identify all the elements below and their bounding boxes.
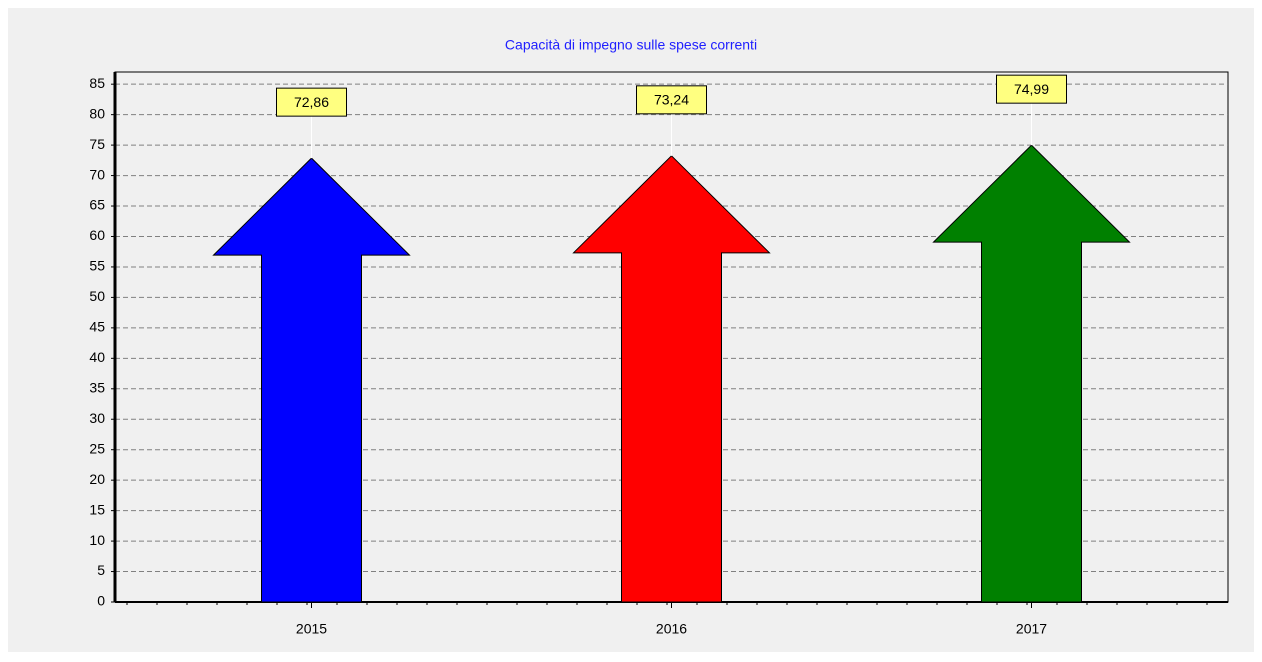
y-tick-label: 65	[89, 197, 105, 213]
y-tick-label: 40	[89, 349, 105, 365]
x-tick-label: 2016	[656, 621, 687, 637]
y-tick-label: 5	[97, 562, 105, 578]
data-label: 74,99	[1014, 81, 1049, 97]
data-label: 73,24	[654, 92, 689, 108]
label-box	[636, 85, 707, 115]
x-tick-label: 2015	[296, 621, 327, 637]
y-tick-label: 35	[89, 379, 105, 395]
data-label: 72,86	[294, 94, 329, 110]
x-tick-label: 2017	[1016, 621, 1047, 637]
y-tick-label: 55	[89, 258, 105, 274]
y-tick-label: 75	[89, 136, 105, 152]
arrow	[212, 157, 411, 603]
y-tick-label: 45	[89, 319, 105, 335]
y-tick-label: 70	[89, 166, 105, 182]
chart-title: Capacità di impegno sulle spese correnti	[505, 37, 757, 53]
y-tick-label: 60	[89, 227, 105, 243]
y-tick-label: 80	[89, 105, 105, 121]
arrow	[932, 144, 1131, 603]
y-tick-label: 20	[89, 471, 105, 487]
y-tick-label: 15	[89, 501, 105, 517]
y-tick-label: 50	[89, 288, 105, 304]
label-box	[996, 74, 1067, 104]
y-tick-label: 85	[89, 75, 105, 91]
arrow	[572, 155, 771, 603]
y-tick-label: 10	[89, 532, 105, 548]
y-tick-label: 25	[89, 440, 105, 456]
y-tick-label: 0	[97, 593, 105, 609]
y-tick-label: 30	[89, 410, 105, 426]
label-box	[276, 87, 347, 117]
